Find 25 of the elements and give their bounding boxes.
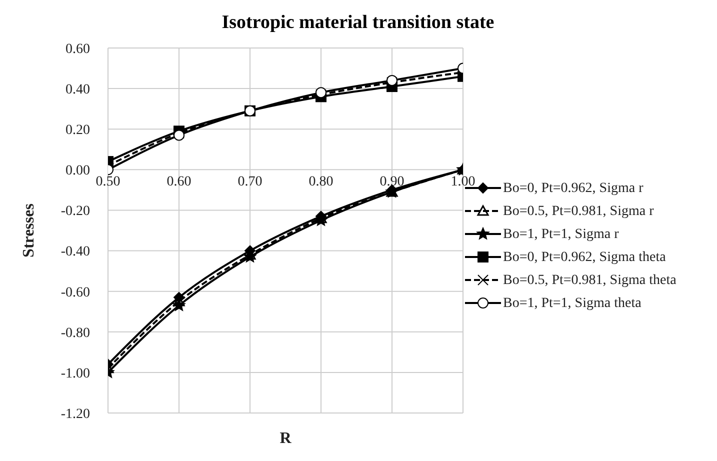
x-tick-label: 0.80 — [308, 174, 334, 190]
y-axis-title: Stresses — [20, 204, 38, 258]
chart-title: Isotropic material transition state — [220, 11, 496, 35]
legend-label: Bo=0.5, Pt=0.981, Sigma r — [503, 202, 654, 220]
legend-label: Bo=1, Pt=1, Sigma r — [503, 226, 619, 242]
y-tick-label: -0.20 — [60, 204, 90, 220]
y-tick-label: -0.40 — [60, 244, 90, 260]
legend-label: Bo=1, Pt=1, Sigma theta — [503, 294, 642, 312]
x-tick-label: 0.50 — [96, 174, 120, 190]
x-tick-label: 0.90 — [380, 174, 404, 190]
x-tick-label: 0.70 — [238, 174, 262, 190]
x-tick-label: 1.00 — [450, 174, 476, 190]
y-tick-label: 0.60 — [66, 42, 90, 57]
y-tick-label: -0.80 — [60, 326, 90, 341]
y-tick-label: 0.20 — [66, 123, 90, 138]
legend-label: Bo=0.5, Pt=0.981, Sigma theta — [503, 272, 676, 288]
y-tick-label: -1.00 — [60, 366, 90, 382]
legend-label: Bo=0, Pt=0.962, Sigma theta — [503, 248, 666, 266]
y-tick-label: -1.20 — [60, 406, 90, 422]
x-axis-title: R — [280, 430, 292, 447]
y-tick-label: 0.40 — [66, 82, 90, 98]
x-tick-label: 0.60 — [166, 174, 192, 190]
y-tick-label: 0.00 — [66, 164, 90, 179]
legend-label: Bo=0, Pt=0.962, Sigma r — [503, 180, 644, 196]
y-tick-label: -0.60 — [60, 285, 90, 300]
